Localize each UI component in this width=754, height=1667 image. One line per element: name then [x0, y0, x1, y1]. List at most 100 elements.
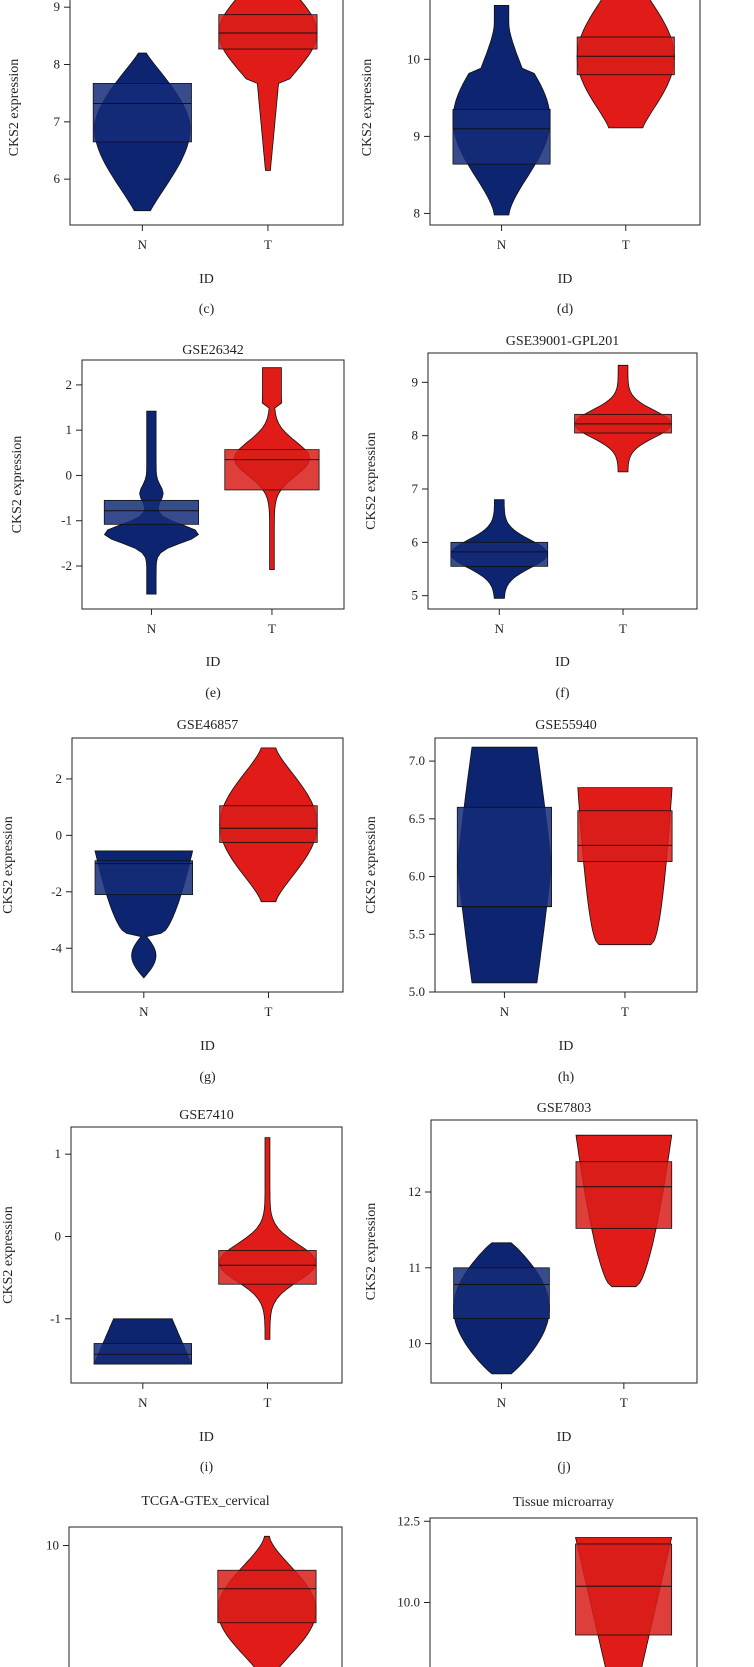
chart-title: Tissue microarray — [513, 1495, 614, 1510]
chart-title: TCGA-GTEx_cervical — [141, 1494, 269, 1509]
box-N — [456, 806, 552, 907]
x-tick-label: T — [622, 237, 630, 252]
chart-title: GSE26342 — [182, 343, 243, 358]
panel-label: (d) — [557, 302, 574, 317]
plot-frame — [68, 1526, 343, 1667]
y-tick-label: 5.0 — [409, 984, 425, 999]
y-tick-label: 5 — [412, 588, 419, 603]
chart-title: GSE46857 — [177, 718, 238, 733]
plot-frame — [434, 737, 698, 993]
y-tick-label: 8 — [54, 57, 61, 72]
x-tick-label: N — [139, 1004, 149, 1019]
x-axis-label: ID — [200, 1039, 215, 1054]
x-axis-label: ID — [199, 1430, 214, 1445]
box-T — [575, 1161, 673, 1229]
box-T — [218, 1250, 317, 1285]
y-tick-label: 10 — [408, 1336, 421, 1351]
panel-label: (j) — [557, 1460, 571, 1475]
plot-frame — [71, 737, 344, 993]
panel-d: 8 9 10 N T ID CKS2 expression (d) — [360, 0, 701, 317]
y-tick-label: 11 — [408, 1260, 421, 1275]
chart-title: GSE55940 — [535, 718, 596, 733]
box-T — [218, 14, 318, 50]
y-tick-label: 2 — [56, 771, 63, 786]
x-tick-label: T — [264, 1004, 272, 1019]
y-tick-label: 9 — [412, 374, 419, 389]
plot-frame — [427, 352, 698, 610]
x-tick-label: N — [497, 237, 507, 252]
box-T — [224, 449, 320, 491]
y-tick-label: 10 — [407, 51, 420, 66]
y-tick-label: -4 — [51, 940, 62, 955]
plot-frame — [70, 1126, 343, 1384]
x-tick-label: N — [497, 1395, 507, 1410]
chart-title: GSE7410 — [179, 1108, 233, 1123]
panel-k: 10 TCGA-GTEx_cervical — [46, 1494, 343, 1667]
chart-title: GSE39001-GPL201 — [506, 334, 620, 349]
y-axis-label: CKS2 expression — [364, 432, 379, 530]
panel-label: (c) — [199, 302, 215, 317]
x-axis-label: ID — [555, 655, 570, 670]
x-axis-label: ID — [559, 1039, 574, 1054]
x-tick-label: N — [500, 1004, 510, 1019]
y-tick-label: -2 — [51, 884, 62, 899]
y-tick-label: -1 — [61, 513, 72, 528]
y-tick-label: 7.0 — [409, 753, 425, 768]
y-tick-label: 10.0 — [397, 1595, 420, 1610]
box-T — [219, 805, 318, 843]
y-axis-label: CKS2 expression — [1, 1206, 16, 1304]
box-N — [92, 83, 192, 143]
y-tick-label: 9 — [54, 0, 61, 14]
y-tick-label: 8 — [414, 205, 421, 220]
x-tick-label: T — [263, 1395, 271, 1410]
x-tick-label: N — [138, 237, 148, 252]
x-tick-label: T — [620, 1395, 628, 1410]
x-tick-label: N — [147, 621, 157, 636]
x-axis-label: ID — [557, 1430, 572, 1445]
panel-e: -2 -1 0 1 2 N T ID CKS2 expression GSE26342 (e) — [10, 343, 345, 701]
y-axis-label: CKS2 expression — [1, 816, 16, 914]
y-tick-label: 5.5 — [409, 926, 425, 941]
y-tick-label: 8 — [412, 428, 419, 443]
plot-frame — [69, 0, 344, 226]
x-tick-label: T — [264, 237, 272, 252]
y-tick-label: 12.5 — [397, 1513, 420, 1528]
chart-title: GSE7803 — [537, 1101, 591, 1116]
panel-i: -1 0 1 N T ID CKS2 expression GSE7410 (i) — [1, 1108, 343, 1475]
y-tick-label: 9 — [414, 128, 421, 143]
y-axis-label: CKS2 expression — [10, 436, 25, 534]
box-T — [575, 1543, 673, 1636]
x-axis-label: ID — [558, 272, 573, 287]
y-tick-label: 6 — [54, 171, 61, 186]
panel-c: 6 7 8 9 N T ID CKS2 expression (c) — [7, 0, 344, 317]
panel-label: (g) — [199, 1070, 216, 1085]
panel-g: -4 -2 0 2 N T ID CKS2 expression GSE46857 (g) — [1, 718, 344, 1085]
y-tick-label: 7 — [412, 481, 419, 496]
y-tick-label: 0 — [56, 827, 63, 842]
y-tick-label: 1 — [55, 1146, 62, 1161]
plot-frame — [429, 1517, 698, 1667]
y-axis-label: CKS2 expression — [364, 1203, 379, 1301]
y-tick-label: 2 — [66, 377, 73, 392]
panel-label: (h) — [558, 1070, 575, 1085]
x-tick-label: N — [495, 621, 505, 636]
box-N — [453, 1267, 550, 1319]
y-tick-label: 0 — [66, 467, 73, 482]
y-tick-label: 0 — [55, 1228, 62, 1243]
y-axis-label: CKS2 expression — [360, 59, 375, 157]
y-tick-label: -1 — [50, 1311, 61, 1326]
y-tick-label: 7 — [54, 114, 61, 129]
panel-label: (f) — [556, 686, 570, 701]
y-tick-label: -2 — [61, 558, 72, 573]
y-axis-label: CKS2 expression — [364, 816, 379, 914]
y-tick-label: 12 — [408, 1184, 421, 1199]
plot-frame — [81, 359, 345, 610]
box-T — [217, 1569, 317, 1624]
violin-T — [218, 1137, 317, 1340]
x-axis-label: ID — [206, 655, 221, 670]
panel-label: (e) — [205, 686, 221, 701]
plot-frame — [429, 0, 701, 226]
box-N — [94, 860, 193, 896]
x-axis-label: ID — [199, 272, 214, 287]
